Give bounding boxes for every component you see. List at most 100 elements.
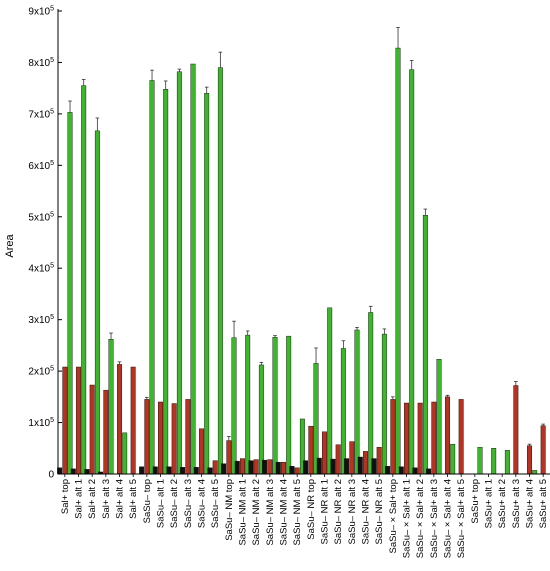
bar	[171, 403, 177, 475]
x-tick-label: Sal+ top	[60, 479, 71, 514]
bar	[412, 467, 418, 475]
x-tick-label: SaSu– × Sal+ alt 5	[456, 479, 467, 558]
bar	[303, 460, 309, 475]
x-tick-label: SaSu– NM top	[224, 479, 235, 541]
x-tick-label: SaSu+ alt 2	[497, 479, 508, 528]
x-tick-label: SaSu– NR alt 3	[347, 479, 358, 544]
bar	[436, 359, 442, 475]
bar	[281, 461, 286, 475]
x-tick-label: SaSu– alt 3	[183, 479, 194, 528]
bar	[152, 466, 158, 475]
x-tick-label: SaSu– NR alt 2	[333, 479, 344, 544]
y-tick-label: 2x105	[28, 366, 54, 378]
bar-marks	[57, 47, 546, 475]
x-axis: Sal+ top Sal+ alt 1 Sal+ alt 2 Sal+ alt 3 Sa…	[58, 473, 550, 558]
x-tick-label: SaSu– NM alt 2	[251, 479, 262, 546]
bar	[344, 458, 350, 475]
bar	[398, 466, 404, 475]
bar	[272, 336, 278, 475]
bar	[340, 348, 346, 475]
bar	[245, 334, 251, 475]
bar	[158, 401, 163, 475]
error-bars	[68, 27, 545, 446]
bar	[513, 385, 519, 475]
bar	[144, 399, 150, 475]
bar	[368, 312, 374, 475]
bar	[371, 458, 377, 475]
bar	[193, 467, 199, 475]
bar	[204, 93, 210, 475]
bar	[117, 364, 122, 475]
x-tick-label: SaSu– alt 4	[197, 479, 208, 528]
bar	[354, 329, 360, 475]
bar	[322, 431, 327, 475]
x-tick-label: SaSu– NM alt 1	[238, 479, 249, 546]
x-tick-label: SaSu– NR alt 1	[320, 479, 331, 544]
bar	[139, 466, 145, 475]
y-axis: 0 1x105 2x105 3x105 4x105 5x105 6x105 7x105 8x10…	[28, 6, 62, 481]
bar	[349, 441, 355, 475]
x-tick-label: SaSu+ alt 5	[538, 479, 549, 528]
bar	[409, 69, 415, 475]
bar	[294, 467, 300, 475]
x-tick-label: SaSu– NR alt 5	[374, 479, 385, 544]
bar	[84, 469, 90, 475]
bar	[240, 458, 245, 475]
x-tick-label: SaSu+ alt 3	[511, 479, 522, 528]
y-axis-title: Area	[4, 234, 16, 258]
y-tick-label: 8x105	[28, 57, 54, 69]
bar	[395, 47, 401, 475]
bar	[180, 467, 186, 475]
y-tick-label: 1x105	[28, 417, 54, 429]
y-tick-label: 3x105	[28, 314, 54, 326]
bar	[166, 466, 172, 475]
bar	[316, 457, 322, 475]
x-tick-label: SaSu– top	[142, 479, 153, 523]
bar	[217, 67, 223, 475]
bar	[253, 459, 259, 475]
bar	[313, 363, 319, 475]
bar	[163, 88, 169, 475]
y-tick-label: 0	[48, 470, 54, 481]
bar	[330, 458, 336, 475]
bar	[190, 63, 196, 475]
x-tick-label: SaSu– NM alt 3	[265, 479, 276, 546]
bar	[540, 425, 546, 475]
bar	[212, 460, 218, 475]
y-tick-label: 5x105	[28, 211, 54, 223]
bar	[422, 215, 428, 475]
x-tick-label: SaSu+ alt 4	[525, 479, 536, 528]
bar	[207, 467, 213, 475]
bar	[335, 444, 341, 475]
bar	[103, 389, 109, 475]
bar	[258, 364, 264, 475]
bar	[426, 468, 432, 475]
bar	[491, 448, 497, 475]
bar	[286, 335, 292, 475]
bar	[357, 456, 363, 475]
x-tick-label: SaSu– × Sal+ top	[388, 479, 399, 553]
x-tick-label: Sal+ alt 4	[115, 479, 126, 519]
bar	[417, 402, 423, 475]
bar	[376, 447, 382, 475]
bar	[327, 307, 333, 475]
x-tick-label: SaSu– alt 2	[169, 479, 180, 528]
x-tick-label: SaSu– alt 5	[210, 479, 221, 528]
bar	[363, 451, 368, 475]
bar	[262, 459, 268, 475]
bar	[234, 460, 240, 475]
bar	[532, 470, 538, 475]
bar	[62, 366, 68, 475]
bar	[381, 333, 387, 475]
bar	[199, 428, 204, 475]
bar	[130, 366, 136, 475]
x-tick-label: SaSu– × Sal+ alt 2	[415, 479, 426, 558]
bar	[231, 337, 237, 475]
bar	[122, 432, 128, 475]
x-tick-label: SaSu– NR top	[306, 479, 317, 540]
bar	[149, 80, 155, 475]
bar	[477, 447, 483, 475]
x-tick-label: SaSu– NR alt 4	[361, 479, 372, 544]
bar	[275, 461, 281, 475]
